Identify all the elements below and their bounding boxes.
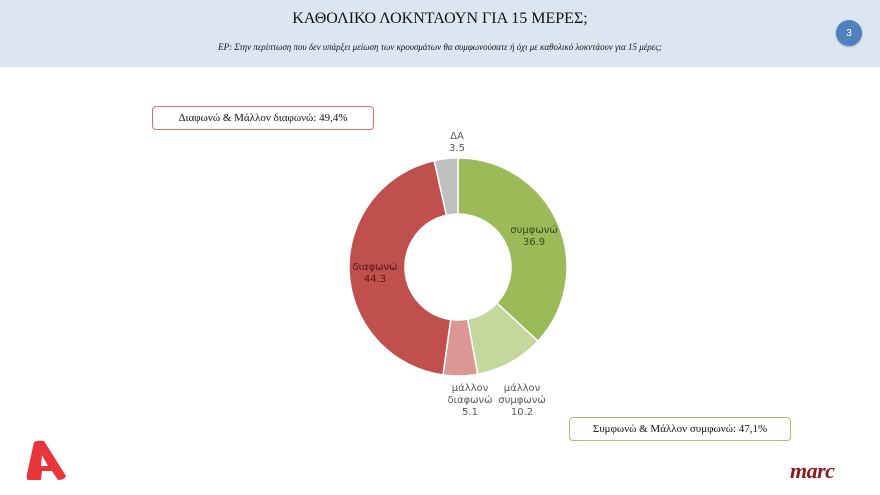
marc-logo: marc <box>790 458 835 483</box>
label-dk-value: 3.5 <box>449 143 465 154</box>
label-agree-name: συμφωνώ <box>510 225 558 236</box>
label-disagree-value: 44.3 <box>363 274 387 285</box>
label-rather-agree: μάλλον συμφωνώ 10.2 <box>491 383 553 419</box>
slide-header: ΚΑΘΟΛΙΚΟ ΛΟΚΝΤΑΟΥΝ ΓΙΑ 15 ΜΕΡΕΣ; ΕΡ: Στη… <box>0 0 880 67</box>
slice-dk <box>433 157 459 217</box>
label-disagree: διαφωνώ 44.3 <box>340 262 410 286</box>
label-rather-disagree: μάλλον διαφωνώ 5.1 <box>440 383 500 419</box>
disagree-total-callout: Διαφωνώ & Μάλλον διαφωνώ: 49,4% <box>152 106 374 130</box>
label-dk-name: ΔΑ <box>450 131 464 142</box>
slice-disagree <box>348 159 452 376</box>
slide-title: ΚΑΘΟΛΙΚΟ ΛΟΚΝΤΑΟΥΝ ΓΙΑ 15 ΜΕΡΕΣ; <box>292 10 588 27</box>
label-agree: συμφωνώ 36.9 <box>494 225 574 249</box>
question-text: ΕΡ: Στην περίπτωση που δεν υπάρξει μείωσ… <box>218 42 662 52</box>
label-rather-disagree-value: 5.1 <box>462 407 478 418</box>
page-number-badge: 3 <box>836 20 862 46</box>
label-rather-agree-name1: μάλλον <box>503 383 541 394</box>
slice-agree <box>457 157 568 343</box>
label-rather-disagree-name1: μάλλον <box>451 383 489 394</box>
label-rather-agree-name2: συμφωνώ <box>498 395 546 406</box>
label-disagree-name: διαφωνώ <box>352 262 398 273</box>
label-rather-disagree-name2: διαφωνώ <box>447 395 493 406</box>
label-dk: ΔΑ 3.5 <box>432 131 482 155</box>
alpha-logo-icon <box>24 440 68 487</box>
agree-total-callout: Συμφωνώ & Μάλλον συμφωνώ: 47,1% <box>569 417 791 441</box>
label-rather-agree-value: 10.2 <box>510 407 534 418</box>
label-agree-value: 36.9 <box>522 237 546 248</box>
